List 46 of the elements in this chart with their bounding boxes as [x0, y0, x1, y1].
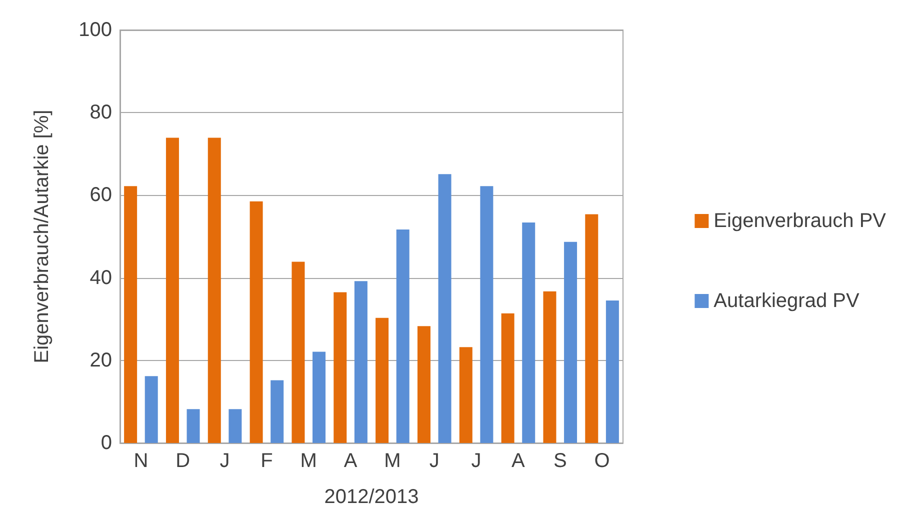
bar — [166, 138, 179, 443]
x-tick-label: O — [594, 450, 610, 472]
x-tick-label: J — [220, 450, 230, 472]
bar — [480, 186, 494, 443]
x-tick-label: N — [134, 450, 148, 472]
bar — [585, 214, 598, 443]
y-tick-label: 60 — [90, 184, 112, 206]
bar — [501, 313, 514, 443]
bar — [543, 291, 556, 443]
bar — [124, 186, 138, 443]
x-axis-title: 2012/2013 — [324, 486, 419, 508]
y-tick-label: 40 — [90, 266, 112, 289]
bar — [354, 281, 368, 443]
bar — [459, 347, 472, 443]
x-tick-label: M — [300, 450, 317, 472]
x-tick-label: S — [553, 450, 567, 472]
bar — [564, 242, 578, 443]
x-tick-label: D — [176, 450, 190, 472]
bar — [522, 222, 536, 443]
bar — [376, 318, 389, 443]
y-axis-title: Eigenverbrauch/Autarkie [%] — [31, 110, 53, 364]
legend-label: Eigenverbrauch PV — [714, 210, 887, 232]
bar — [312, 352, 326, 443]
y-tick-label: 100 — [78, 19, 112, 41]
bar — [186, 409, 200, 443]
bar — [270, 380, 284, 443]
y-tick-label: 20 — [90, 349, 112, 372]
x-tick-label: J — [471, 450, 482, 472]
bar — [144, 376, 158, 443]
x-tick-label: M — [384, 450, 401, 472]
x-tick-label: A — [512, 450, 526, 472]
x-tick-label: A — [344, 450, 358, 472]
bar — [208, 138, 221, 443]
y-tick-label: 0 — [100, 432, 112, 454]
bar — [250, 201, 263, 443]
bar — [606, 300, 619, 443]
y-tick-label: 80 — [90, 102, 112, 124]
legend-label: Autarkiegrad PV — [714, 290, 860, 312]
bar — [228, 409, 242, 443]
bar — [438, 174, 452, 443]
bar — [417, 326, 430, 443]
bar — [334, 292, 347, 443]
x-tick-label: F — [260, 450, 273, 472]
bar — [396, 229, 410, 443]
x-tick-label: J — [429, 450, 440, 472]
bar — [292, 262, 305, 443]
